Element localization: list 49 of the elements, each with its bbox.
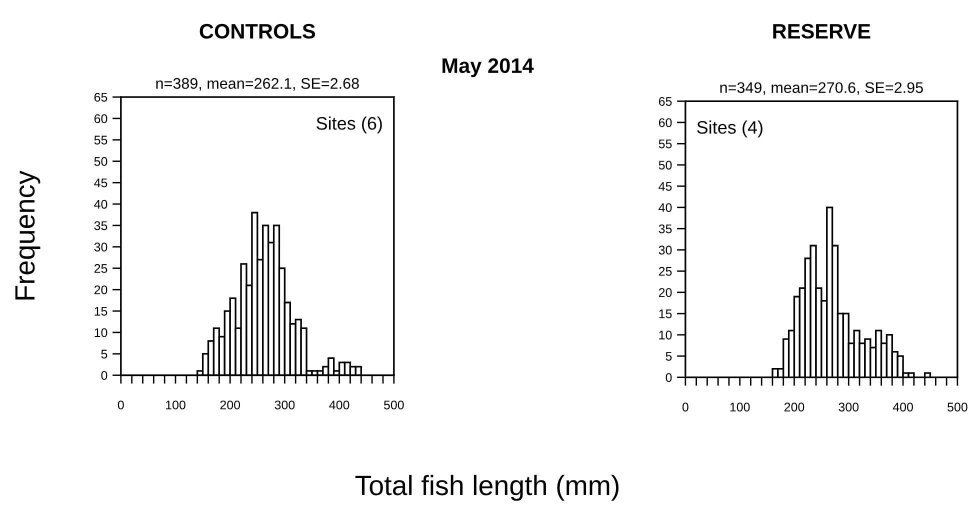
- x-tick-label: 400: [329, 400, 350, 410]
- y-tick-label: 65: [94, 92, 108, 102]
- y-tick-label: 15: [659, 310, 672, 318]
- annotation: Sites (6): [316, 116, 382, 134]
- y-tick-label: 60: [94, 114, 108, 124]
- y-tick-label: 20: [658, 288, 672, 298]
- y-tick-label: 20: [94, 285, 108, 294]
- y-tick-label: 45: [94, 178, 108, 188]
- y-tick-label: 35: [94, 221, 108, 230]
- y-tick-label: 55: [658, 140, 672, 148]
- x-tick-label: 500: [948, 402, 968, 412]
- y-tick-label: 35: [658, 224, 672, 234]
- x-tick-label: 0: [118, 400, 124, 410]
- x-tick-label: 500: [384, 400, 404, 410]
- y-tick-label: 10: [659, 330, 672, 340]
- y-tick-label: 15: [94, 306, 108, 316]
- x-axis-title: Total fish length (mm): [355, 474, 619, 501]
- x-tick-label: 200: [784, 402, 804, 412]
- chart-subtitle: n=389, mean=262.1, SE=2.68: [156, 78, 359, 91]
- y-tick-label: 5: [666, 352, 672, 361]
- y-tick-label: 0: [666, 373, 672, 382]
- x-tick-label: 400: [892, 402, 913, 412]
- y-tick-label: 50: [658, 160, 672, 170]
- y-tick-label: 55: [94, 136, 108, 145]
- annotation: Sites (4): [697, 120, 762, 138]
- y-tick-label: 5: [101, 350, 108, 358]
- x-tick-label: 200: [220, 400, 240, 410]
- y-tick-label: 40: [658, 203, 672, 212]
- y-tick-label: 25: [94, 264, 108, 273]
- x-tick-label: 100: [166, 400, 186, 410]
- x-tick-label: 100: [730, 402, 750, 412]
- chart-title: CONTROLS: [200, 24, 316, 39]
- y-tick-label: 30: [658, 246, 672, 255]
- y-tick-label: 25: [658, 266, 672, 276]
- y-tick-label: 40: [94, 200, 108, 209]
- x-tick-label: 300: [274, 400, 295, 410]
- text: May 2014: [442, 58, 534, 78]
- y-tick-label: 50: [94, 157, 108, 166]
- y-tick-label: 65: [658, 97, 672, 106]
- y-tick-label: 45: [658, 182, 672, 191]
- x-tick-label: 300: [838, 402, 859, 412]
- chart-subtitle: n=349, mean=270.6, SE=2.95: [720, 82, 923, 95]
- y-tick-label: 10: [94, 328, 108, 338]
- y-tick-label: 0: [101, 371, 108, 380]
- x-tick-label: 0: [682, 402, 688, 412]
- y-axis-title: Frequency: [15, 170, 40, 300]
- chart-title: RESERVE: [773, 24, 870, 39]
- y-tick-label: 30: [94, 242, 108, 252]
- y-tick-label: 60: [658, 118, 672, 128]
